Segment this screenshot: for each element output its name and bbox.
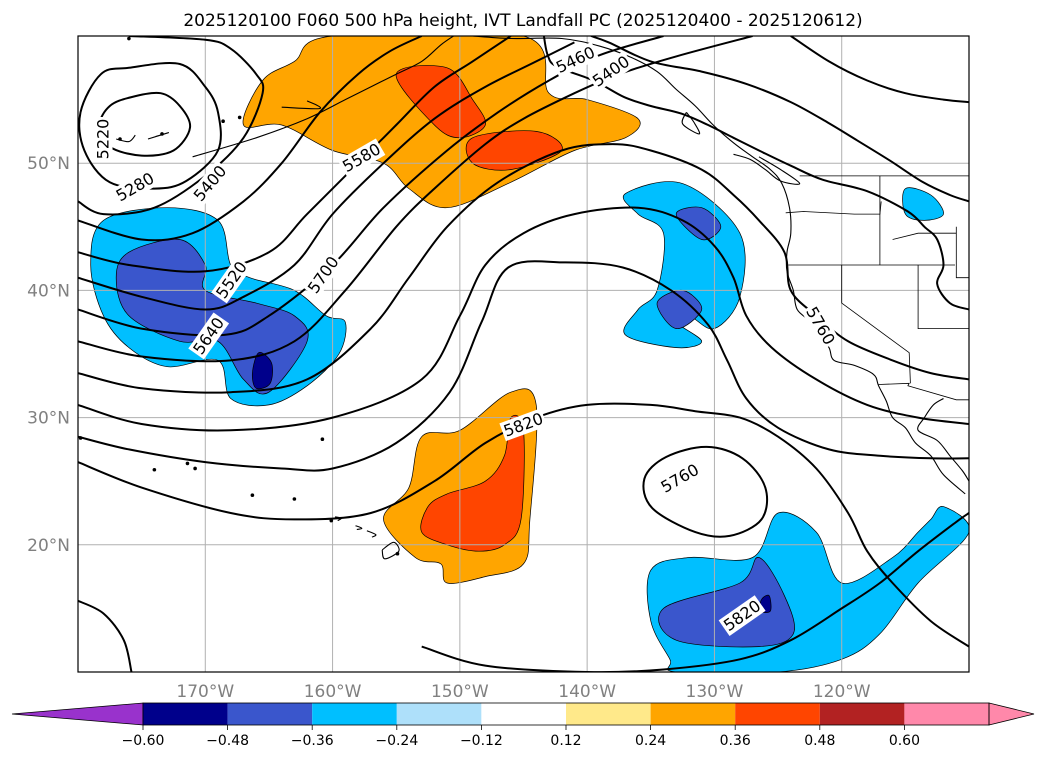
height-contour-1 <box>78 62 222 190</box>
colorbar-bin <box>904 703 989 725</box>
colorbar-tick-label: −0.36 <box>291 733 334 749</box>
coastline-2 <box>917 398 969 482</box>
height-contour-3 <box>78 36 423 242</box>
island-dot <box>395 551 400 556</box>
contour-label-group: 5340 <box>16 191 63 230</box>
height-contours <box>78 36 969 672</box>
colorbar-bin <box>396 703 482 725</box>
height-contour-11 <box>78 402 969 648</box>
ivt-region-1 <box>395 65 486 139</box>
colorbar-tick-label: −0.60 <box>122 733 165 749</box>
island-dot <box>152 467 157 472</box>
height-contour-16 <box>790 36 969 104</box>
ivt-region-10 <box>420 414 525 552</box>
island-dot <box>329 518 334 523</box>
latitude-label: 40°N <box>27 281 70 301</box>
longitude-label: 160°W <box>304 682 362 702</box>
colorbar-tick-label: 0.60 <box>889 733 920 749</box>
colorbar-tick-label: 0.36 <box>720 733 751 749</box>
contour-label-group: 5460 <box>0 261 6 304</box>
border-line-5 <box>841 265 911 384</box>
latitude-label: 20°N <box>27 536 70 556</box>
contour-label: 5460 <box>0 262 5 303</box>
coastline-3 <box>681 111 701 135</box>
contour-label: 5220 <box>94 119 113 160</box>
longitude-label: 150°W <box>431 682 489 702</box>
island-dot <box>160 132 164 136</box>
island-dot <box>185 461 190 466</box>
island-dot <box>237 115 242 120</box>
ivt-region-12 <box>658 557 795 648</box>
island-dot <box>292 497 297 501</box>
ivt-region-5 <box>251 352 273 390</box>
longitude-label: 140°W <box>558 682 616 702</box>
island-dot <box>127 36 131 41</box>
map-title: 2025120100 F060 500 hPa height, IVT Land… <box>183 11 862 31</box>
colorbar-bin <box>735 703 820 725</box>
colorbar-bin <box>312 703 397 725</box>
colorbar-bin <box>819 703 905 725</box>
longitude-labels: 170°W 160°W 150°W 140°W 130°W 120°W <box>176 682 870 702</box>
height-contour-9 <box>78 206 969 432</box>
contour-label-group: 5220 <box>93 117 113 161</box>
colorbar-bin <box>481 703 566 725</box>
island-dot <box>193 466 197 471</box>
longitude-label: 170°W <box>176 682 234 702</box>
height-contour-4 <box>78 36 512 273</box>
longitude-label: 120°W <box>813 682 871 702</box>
border-line-6 <box>892 232 957 240</box>
border-line-8 <box>917 265 969 329</box>
border-line-2 <box>785 201 882 215</box>
colorbar-bin <box>650 703 736 725</box>
coastline-9 <box>366 530 377 538</box>
colorbar-tick-label: 0.24 <box>635 733 666 749</box>
height-contour-17 <box>421 512 969 672</box>
height-contour-2 <box>78 36 265 216</box>
coastline-8 <box>381 541 400 560</box>
height-contour-13 <box>78 599 133 672</box>
contour-label: 5340 <box>18 192 63 230</box>
island-dot <box>320 437 325 442</box>
height-contour-0 <box>98 91 192 157</box>
height-contour-10 <box>78 260 969 472</box>
island-dot <box>118 137 122 141</box>
latitude-label: 30°N <box>27 409 70 429</box>
coastline-10 <box>355 525 363 531</box>
colorbar-bin <box>227 703 313 725</box>
island-dot <box>221 119 225 124</box>
latitude-labels: 50°N 40°N 30°N 20°N <box>27 154 70 556</box>
colorbar-tick-label: 0.48 <box>804 733 835 749</box>
coastline-5 <box>281 100 322 110</box>
colorbar: −0.60 −0.48 −0.36 −0.24 −0.12 0.12 0.24 0.36 0.4… <box>11 702 1035 749</box>
coastline-6 <box>147 132 169 140</box>
border-line-4 <box>878 382 969 401</box>
longitude-label: 130°W <box>686 682 744 702</box>
colorbar-tick-label: −0.24 <box>375 733 418 749</box>
border-line-7 <box>955 226 969 279</box>
latitude-label: 50°N <box>27 154 70 174</box>
political-borders <box>785 175 969 401</box>
colorbar-tick-label: −0.48 <box>206 733 249 749</box>
ivt-region-14 <box>902 187 944 221</box>
colorbar-over-arrow <box>988 702 1035 726</box>
colorbar-under-arrow <box>11 702 144 726</box>
height-contour-12 <box>642 445 769 538</box>
height-contour-15 <box>590 36 969 203</box>
colorbar-tick-label: −0.12 <box>460 733 503 749</box>
map-frame <box>77 35 970 673</box>
colorbar-bin <box>566 703 651 725</box>
island-dot <box>250 493 255 497</box>
height-contour-5 <box>78 41 575 311</box>
coastline-0 <box>192 36 454 158</box>
colorbar-bin <box>143 703 228 725</box>
coastline-4 <box>733 153 801 185</box>
ivt-region-7 <box>675 206 722 241</box>
colorbar-tick-label: 0.12 <box>550 733 581 749</box>
